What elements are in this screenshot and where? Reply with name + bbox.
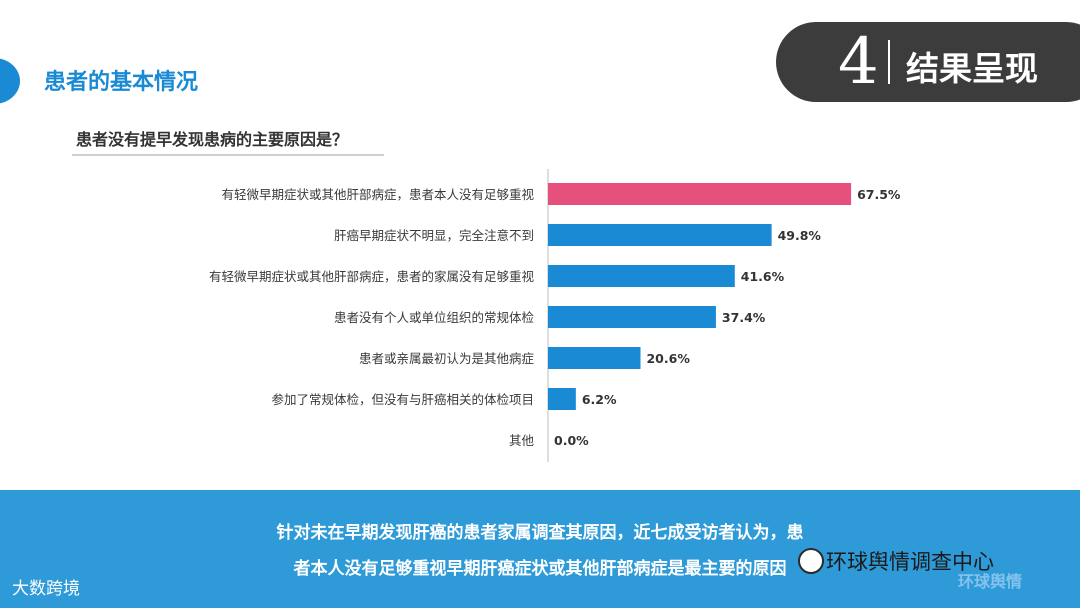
summary-line-1: 针对未在早期发现肝癌的患者家属调查其原因，近七成受访者认为，患 <box>276 523 804 543</box>
bar <box>548 388 576 410</box>
bar <box>548 183 852 205</box>
watermark-right: 环球舆情调查中心 <box>826 550 994 574</box>
value-label: 37.4% <box>722 310 766 325</box>
bar <box>548 265 735 287</box>
badge-number: 4 <box>838 25 879 99</box>
bar <box>548 224 772 246</box>
category-label: 患者没有个人或单位组织的常规体检 <box>334 310 535 325</box>
category-label: 有轻微早期症状或其他肝部病症，患者本人没有足够重视 <box>221 187 534 202</box>
section-marker <box>0 58 20 104</box>
section-title: 患者的基本情况 <box>44 70 199 95</box>
question-title: 患者没有提早发现患病的主要原因是？ <box>76 130 349 149</box>
badge-title: 结果呈现 <box>906 49 1038 88</box>
bar <box>548 306 716 328</box>
reasons-bar-chart: 有轻微早期症状或其他肝部病症，患者本人没有足够重视 67.5% 肝癌早期症状不明显，… <box>209 169 901 462</box>
wechat-icon <box>798 548 824 574</box>
value-label: 20.6% <box>646 351 690 366</box>
value-label: 41.6% <box>741 269 785 284</box>
question-underline <box>72 154 384 156</box>
badge-divider <box>888 40 890 84</box>
category-label: 其他 <box>509 433 535 448</box>
category-label: 参加了常规体检，但没有与肝癌相关的体检项目 <box>271 392 534 407</box>
bar <box>548 347 641 369</box>
category-label: 患者或亲属最初认为是其他病症 <box>359 351 534 366</box>
category-label: 肝癌早期症状不明显，完全注意不到 <box>334 228 534 243</box>
value-label: 6.2% <box>582 392 617 407</box>
summary-line-2: 者本人没有足够重视早期肝癌症状或其他肝部病症是最主要的原因 <box>293 559 787 579</box>
value-label: 49.8% <box>778 228 822 243</box>
watermark-left: 大数跨境 <box>12 579 80 599</box>
section-badge <box>776 22 1080 102</box>
category-label: 有轻微早期症状或其他肝部病症，患者的家属没有足够重视 <box>209 269 535 284</box>
watermark-faint: 环球舆情 <box>958 572 1023 591</box>
value-label: 67.5% <box>857 187 901 202</box>
value-label: 0.0% <box>554 433 589 448</box>
summary-panel: 针对未在早期发现肝癌的患者家属调查其原因，近七成受访者认为，患 者本人没有足够重… <box>0 490 1080 608</box>
